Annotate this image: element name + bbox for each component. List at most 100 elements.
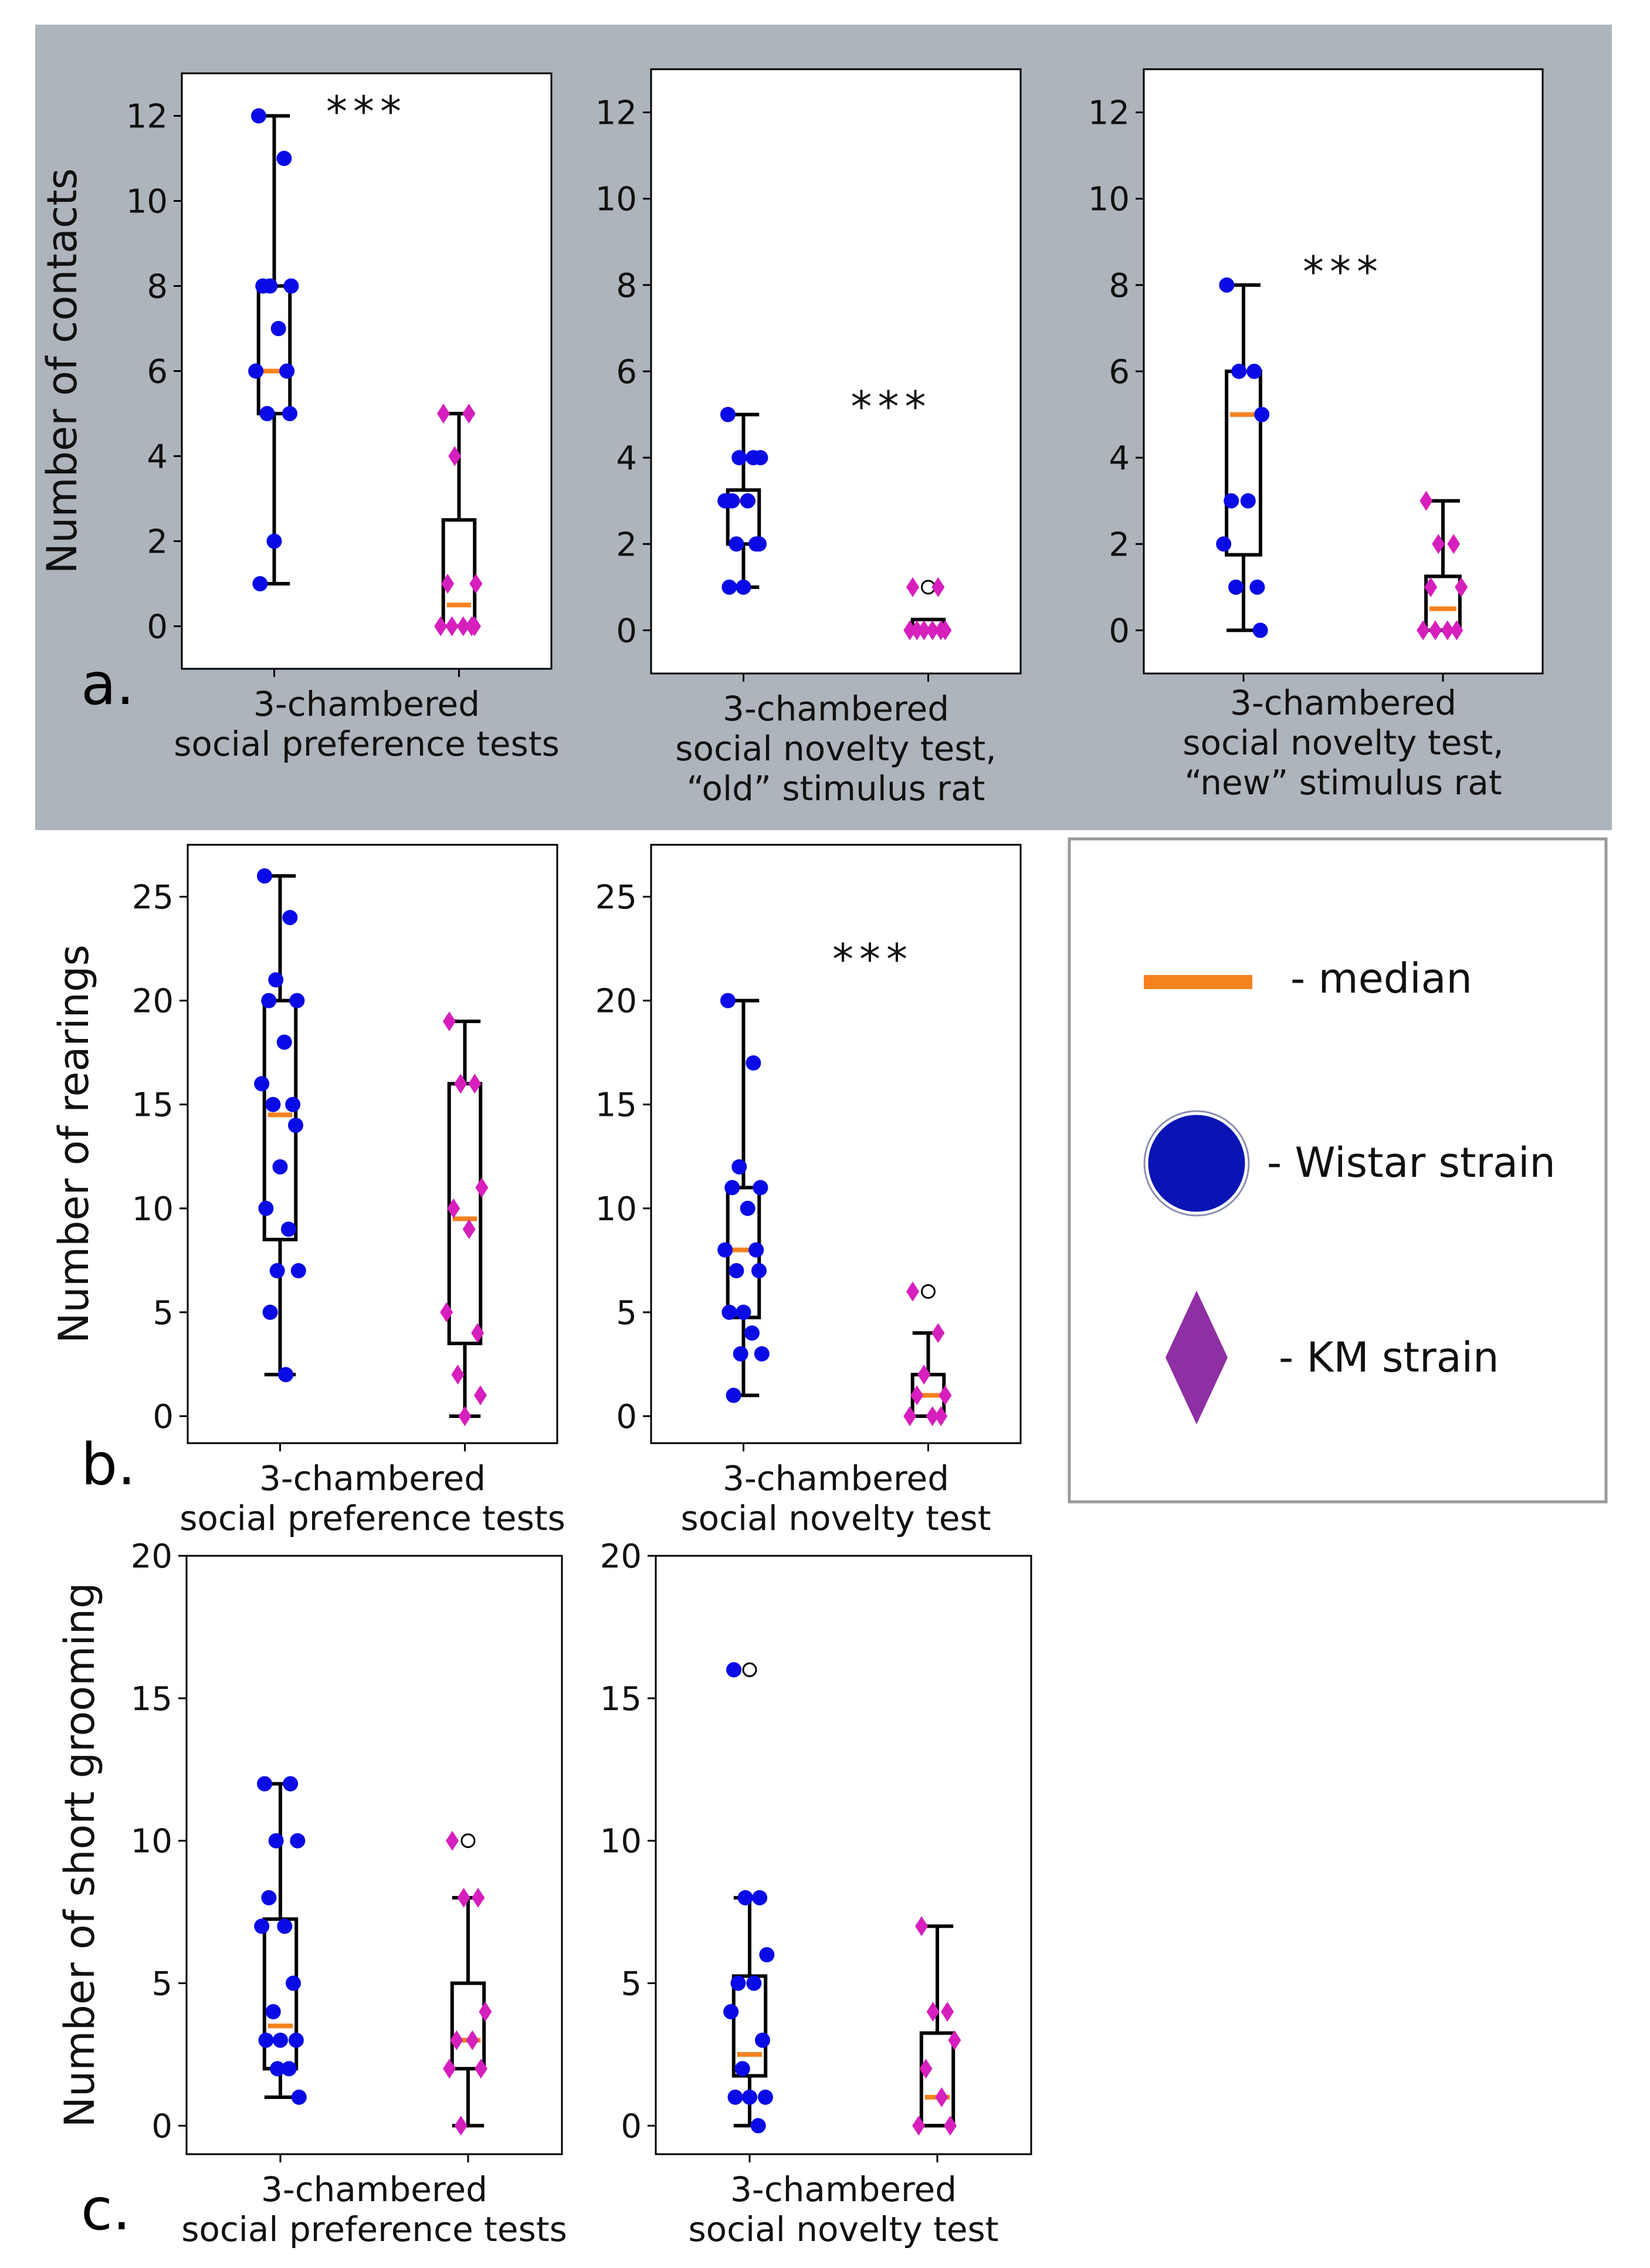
km-point xyxy=(917,1365,931,1385)
km-point xyxy=(944,2115,957,2136)
km-point xyxy=(941,2002,954,2022)
km-point xyxy=(474,1385,487,1406)
km-point xyxy=(906,577,919,597)
km-point xyxy=(451,1365,465,1385)
y-tick-label: 20 xyxy=(595,983,637,1021)
km-point xyxy=(919,2059,933,2079)
legend-wistar-disc xyxy=(1146,1113,1247,1214)
wistar-point xyxy=(273,2032,288,2048)
panel-label-c: c. xyxy=(81,2176,131,2243)
outlier-marker xyxy=(921,1284,936,1299)
km-point xyxy=(466,2030,479,2050)
wistar-point xyxy=(746,1975,762,1991)
x-axis-label-line: social preference tests xyxy=(179,1498,565,1538)
km-point xyxy=(446,1830,459,1851)
wistar-point xyxy=(1249,579,1265,595)
km-point xyxy=(926,2002,940,2022)
km-point xyxy=(910,1385,924,1406)
wistar-point xyxy=(270,2061,286,2077)
plot-area xyxy=(655,1555,1032,2155)
plot-area xyxy=(181,72,553,670)
wistar-point xyxy=(734,2061,750,2077)
plot-area xyxy=(185,1555,563,2155)
wistar-point xyxy=(277,1918,293,1934)
wistar-point xyxy=(283,278,299,294)
wistar-point xyxy=(729,536,744,552)
wistar-point xyxy=(742,2089,757,2105)
y-tick-label: 4 xyxy=(1109,439,1130,478)
wistar-point xyxy=(1219,277,1235,293)
wistar-point xyxy=(1254,407,1270,422)
legend-wistar-disc-ring xyxy=(1143,1110,1250,1217)
km-point xyxy=(934,1406,948,1426)
significance-stars: *** xyxy=(832,935,913,984)
wistar-point xyxy=(727,2089,743,2105)
km-point xyxy=(434,616,448,637)
km-point xyxy=(1417,620,1430,641)
legend-wistar-label: - Wistar strain xyxy=(1267,1139,1556,1187)
y-tick-label: 8 xyxy=(147,268,168,306)
y-tick-label: 0 xyxy=(1109,612,1130,650)
y-tick-label: 6 xyxy=(616,353,637,391)
km-point xyxy=(447,1198,460,1218)
y-tick-label: 15 xyxy=(595,1086,637,1125)
wistar-point xyxy=(266,533,282,549)
x-axis-label-line: 3-chambered xyxy=(723,1458,949,1498)
km-point xyxy=(468,1074,482,1094)
x-axis-label-line: social preference tests xyxy=(174,724,560,764)
wistar-point xyxy=(736,1304,751,1320)
legend-median-swatch xyxy=(1144,975,1252,989)
y-tick-label: 5 xyxy=(621,1965,642,2003)
wistar-point xyxy=(752,1890,768,1905)
y-tick-label: 10 xyxy=(132,1190,174,1228)
km-group xyxy=(912,1916,961,2136)
plot-area xyxy=(650,68,1022,675)
wistar-point xyxy=(755,2032,771,2048)
km-group xyxy=(1417,490,1468,641)
wistar-point xyxy=(288,2032,304,2048)
y-tick-label: 8 xyxy=(1109,267,1130,305)
km-point xyxy=(938,1385,952,1406)
x-axis-label-line: 3-chambered xyxy=(261,2169,487,2209)
plot-area xyxy=(650,844,1022,1444)
y-tick-label: 12 xyxy=(1088,94,1130,133)
wistar-point xyxy=(289,993,305,1008)
wistar-point xyxy=(720,407,736,422)
wistar-point xyxy=(751,1263,767,1279)
km-point xyxy=(1447,534,1461,554)
wistar-point xyxy=(278,1367,294,1383)
km-point xyxy=(472,1887,485,1908)
wistar-point xyxy=(748,1242,764,1258)
wistar-point xyxy=(740,493,755,509)
y-tick-label: 12 xyxy=(126,98,168,136)
wistar-point xyxy=(726,1662,742,1678)
km-point xyxy=(458,1406,472,1426)
panel-label-a: a. xyxy=(81,651,134,718)
wistar-point xyxy=(276,151,292,166)
x-axis-label-line: social preference tests xyxy=(181,2209,567,2249)
wistar-point xyxy=(258,1200,274,1216)
wistar-point xyxy=(282,406,298,421)
wistar-point xyxy=(262,1304,278,1320)
wistar-point xyxy=(248,363,264,379)
wistar-point xyxy=(286,1975,301,1991)
wistar-point xyxy=(270,321,286,336)
wistar-point xyxy=(721,579,737,595)
km-point xyxy=(454,2115,467,2136)
wistar-point xyxy=(753,1180,768,1196)
wistar-group xyxy=(1216,277,1270,638)
km-point xyxy=(462,404,476,424)
y-tick-label: 0 xyxy=(153,1398,174,1436)
km-point xyxy=(910,620,924,641)
wistar-point xyxy=(1240,493,1256,509)
y-tick-label: 5 xyxy=(153,1294,174,1332)
wistar-group xyxy=(248,108,299,591)
y-tick-label: 0 xyxy=(616,612,637,650)
wistar-point xyxy=(757,2089,773,2105)
wistar-point xyxy=(731,1159,747,1174)
wistar-point xyxy=(280,1221,296,1237)
